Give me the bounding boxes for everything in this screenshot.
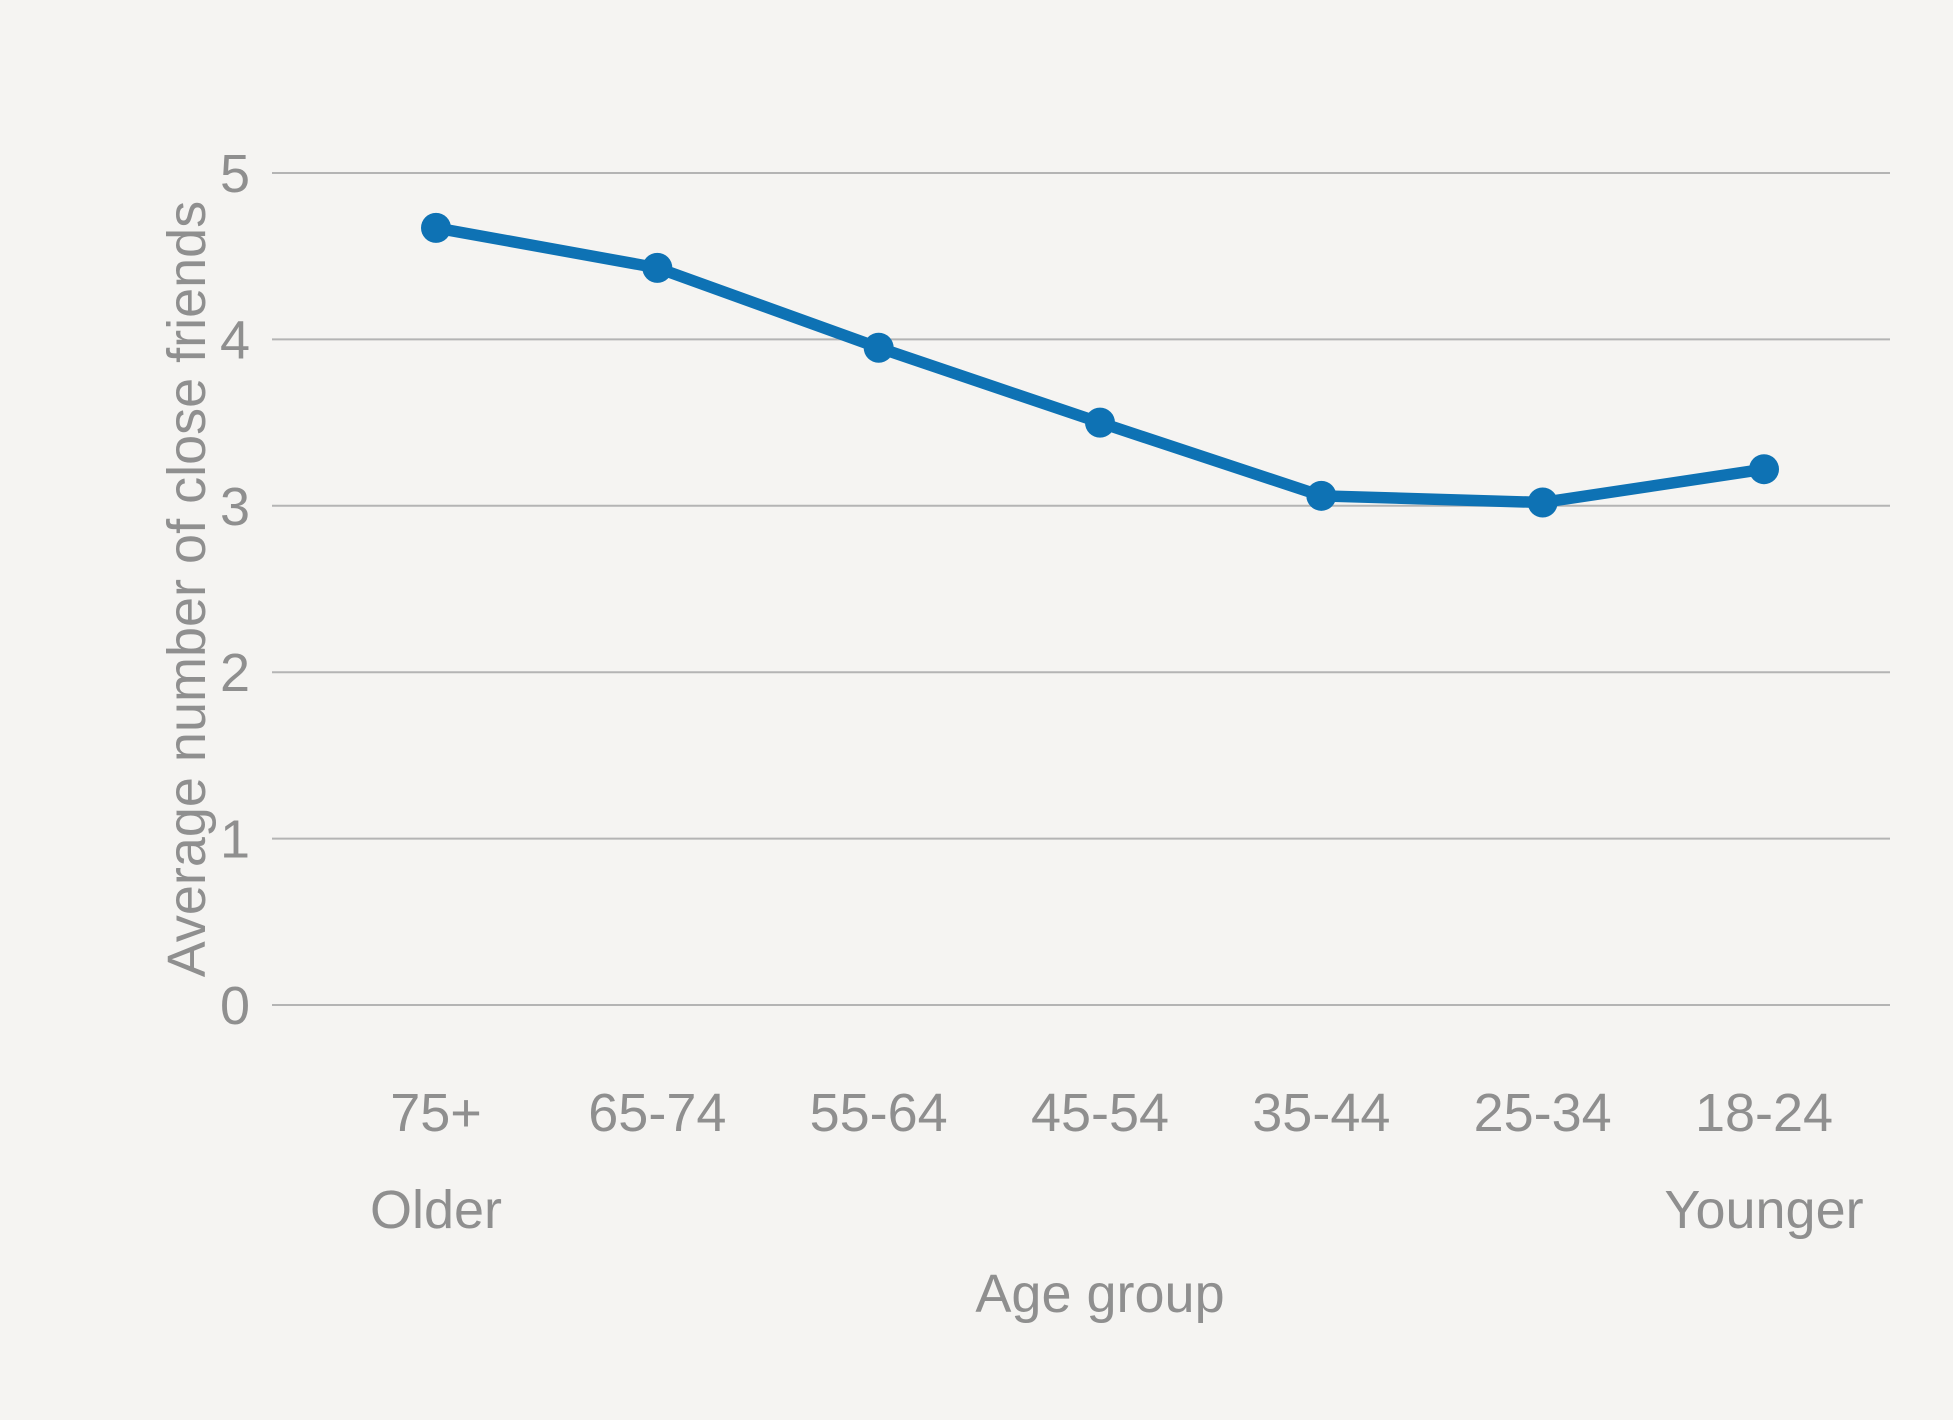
data-point [1749, 454, 1779, 485]
data-point [863, 332, 894, 363]
data-point [642, 252, 673, 283]
data-point [1527, 487, 1558, 518]
x-tick-label: 75+ [390, 1083, 482, 1143]
x-tick-label: 25-34 [1474, 1083, 1612, 1143]
x-tick-label: 65-74 [588, 1083, 726, 1143]
y-tick-label: 3 [220, 477, 250, 537]
y-tick-label: 4 [220, 310, 250, 370]
y-axis-title: Average number of close friends [157, 200, 217, 978]
y-tick-label: 5 [220, 144, 250, 204]
x-tick-label: 45-54 [1031, 1083, 1169, 1143]
data-point [421, 212, 451, 243]
y-tick-label: 0 [220, 976, 250, 1036]
x-tick-label: 55-64 [810, 1083, 948, 1143]
x-axis-title: Age group [975, 1264, 1225, 1324]
x-tick-label: 35-44 [1252, 1083, 1390, 1143]
data-point [1085, 407, 1115, 438]
y-tick-label: 1 [220, 810, 250, 870]
data-line [430, 222, 1770, 509]
y-tick-label: 2 [220, 643, 250, 703]
x-tick-label: 18-24 [1695, 1083, 1833, 1143]
older-label: Older [369, 1180, 503, 1240]
younger-label: Younger [1664, 1180, 1864, 1240]
data-point [1306, 480, 1337, 511]
